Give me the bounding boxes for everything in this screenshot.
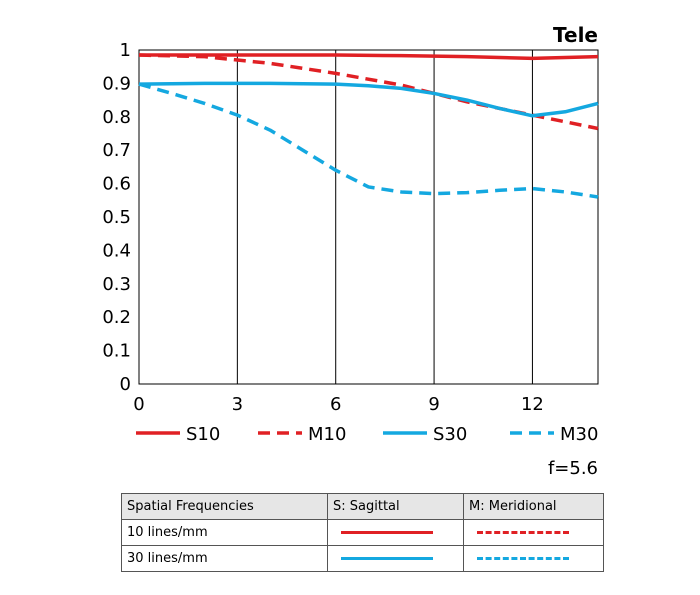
- x-tick-label: 0: [133, 394, 144, 415]
- meridional-10-swatch: [477, 531, 569, 534]
- y-tick-label: 0.1: [102, 341, 131, 362]
- plot-frame: [138, 49, 599, 385]
- frequency-table: Spatial Frequencies S: Sagittal M: Merid…: [121, 493, 604, 572]
- y-tick-label: 0.8: [102, 107, 131, 128]
- x-tick-label: 12: [521, 394, 544, 415]
- y-tick-label: 0.9: [102, 73, 131, 94]
- series-line-s30: [138, 81, 599, 118]
- series-line-m30: [138, 82, 599, 199]
- header-sagittal: S: Sagittal: [327, 493, 464, 520]
- sagittal-10-swatch: [341, 531, 433, 534]
- chart-series: [138, 53, 599, 199]
- sagittal-30-swatch: [341, 557, 433, 560]
- chart-legend: S10 M10 S30 M30: [136, 424, 598, 445]
- legend-label-s10: S10: [186, 424, 220, 445]
- sagittal-30-swatch-cell: [327, 545, 464, 572]
- mtf-chart: 0 0.1 0.2 0.3 0.4 0.5 0.6 0.7 0.8 0.9 1 0 3 6 9 12 Tele…: [102, 23, 599, 479]
- table-row: 30 lines/mm: [121, 545, 604, 572]
- y-tick-label: 0.6: [102, 174, 131, 195]
- x-tick-label: 3: [232, 394, 243, 415]
- meridional-30-swatch-cell: [463, 545, 604, 572]
- y-tick-label: 0.7: [102, 140, 131, 161]
- legend-label-m10: M10: [308, 424, 346, 445]
- y-tick-label: 0.4: [102, 240, 131, 261]
- series-line-s10: [139, 53, 599, 61]
- series-line-m10: [138, 53, 599, 131]
- row-label-30: 30 lines/mm: [121, 545, 328, 572]
- y-tick-label: 0.2: [102, 307, 131, 328]
- row-label-10: 10 lines/mm: [121, 519, 328, 546]
- meridional-30-swatch: [477, 557, 569, 560]
- axis-ticks: 0 0.1 0.2 0.3 0.4 0.5 0.6 0.7 0.8 0.9 1 0 3 6 9 12: [102, 40, 544, 415]
- header-meridional: M: Meridional: [463, 493, 604, 520]
- sagittal-10-swatch-cell: [327, 519, 464, 546]
- x-tick-label: 9: [428, 394, 439, 415]
- legend-label-s30: S30: [433, 424, 467, 445]
- legend-label-m30: M30: [560, 424, 598, 445]
- meridional-10-swatch-cell: [463, 519, 604, 546]
- y-tick-label: 0.3: [102, 274, 131, 295]
- x-tick-label: 6: [330, 394, 341, 415]
- table-header-row: Spatial Frequencies S: Sagittal M: Merid…: [121, 493, 604, 520]
- y-tick-label: 0.5: [102, 207, 131, 228]
- aperture-note: f=5.6: [548, 458, 598, 479]
- table-row: 10 lines/mm: [121, 519, 604, 546]
- y-tick-label: 0: [120, 374, 131, 395]
- y-tick-label: 1: [120, 40, 131, 61]
- header-spatial-frequencies: Spatial Frequencies: [121, 493, 328, 520]
- chart-title: Tele: [553, 23, 598, 47]
- chart-grid: [236, 50, 533, 384]
